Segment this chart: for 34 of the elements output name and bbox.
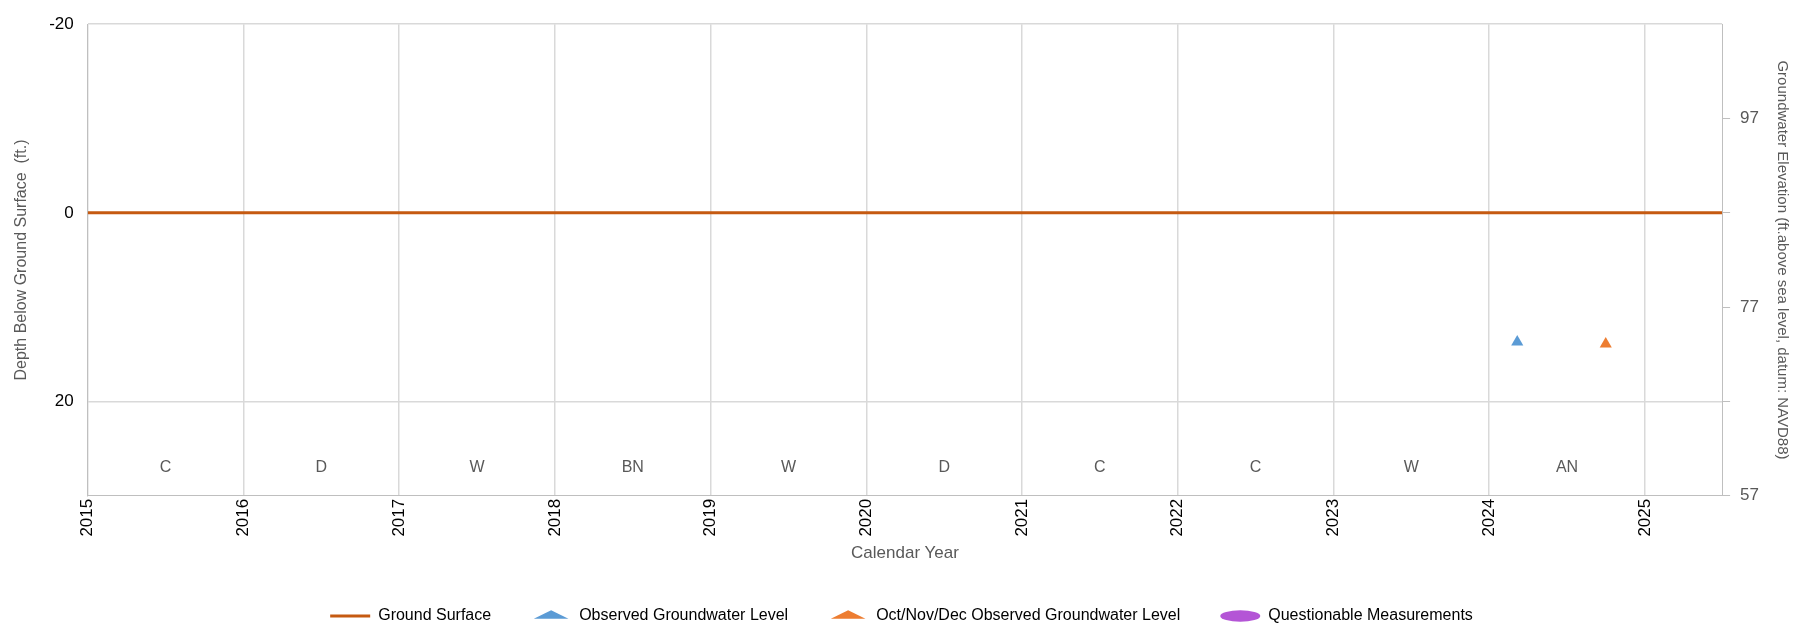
legend-label: Oct/Nov/Dec Observed Groundwater Level (876, 606, 1181, 624)
x-axis-title: Calendar Year (851, 543, 960, 563)
annotation: AN (1555, 458, 1579, 476)
legend-label: Observed Groundwater Level (579, 606, 789, 624)
annotation: W (1403, 458, 1420, 476)
x-tick-label: 2016 (233, 498, 253, 537)
x-tick-label: 2019 (700, 498, 720, 537)
y2-axis-title: Groundwater Elevation (ft.above sea level, datum: NAVD88) (1774, 60, 1792, 460)
y2-tick-label: 57 (1740, 485, 1760, 505)
x-tick-label: 2025 (1634, 498, 1654, 537)
y2-tick-label: 77 (1740, 296, 1760, 316)
annotation: BN (621, 458, 644, 476)
y-axis-title: Depth Below Ground Surface (ft.) (12, 139, 30, 381)
x-tick-label: 2018 (544, 498, 564, 537)
annotation: C (159, 458, 172, 476)
annotation: C (1094, 458, 1106, 476)
legend-label: Ground Surface (378, 606, 492, 624)
legend-label: Questionable Measurements (1268, 606, 1473, 624)
y-tick-label: 20 (54, 391, 74, 411)
y2-tick-label: 97 (1740, 108, 1760, 128)
x-tick-label: 2024 (1478, 498, 1498, 537)
x-tick-label: 2023 (1323, 498, 1343, 537)
x-tick-label: 2015 (77, 498, 97, 537)
annotation: C (1249, 458, 1262, 476)
annotation: D (938, 458, 950, 476)
y-tick-label: 0 (64, 202, 74, 222)
x-tick-label: 2022 (1167, 498, 1187, 537)
x-tick-label: 2021 (1011, 498, 1031, 537)
annotation: D (315, 458, 328, 476)
y-tick-label: -20 (49, 13, 74, 33)
annotation: W (469, 458, 486, 476)
x-tick-label: 2020 (856, 498, 876, 537)
x-tick-label: 2017 (388, 498, 408, 537)
annotation: W (780, 458, 797, 476)
